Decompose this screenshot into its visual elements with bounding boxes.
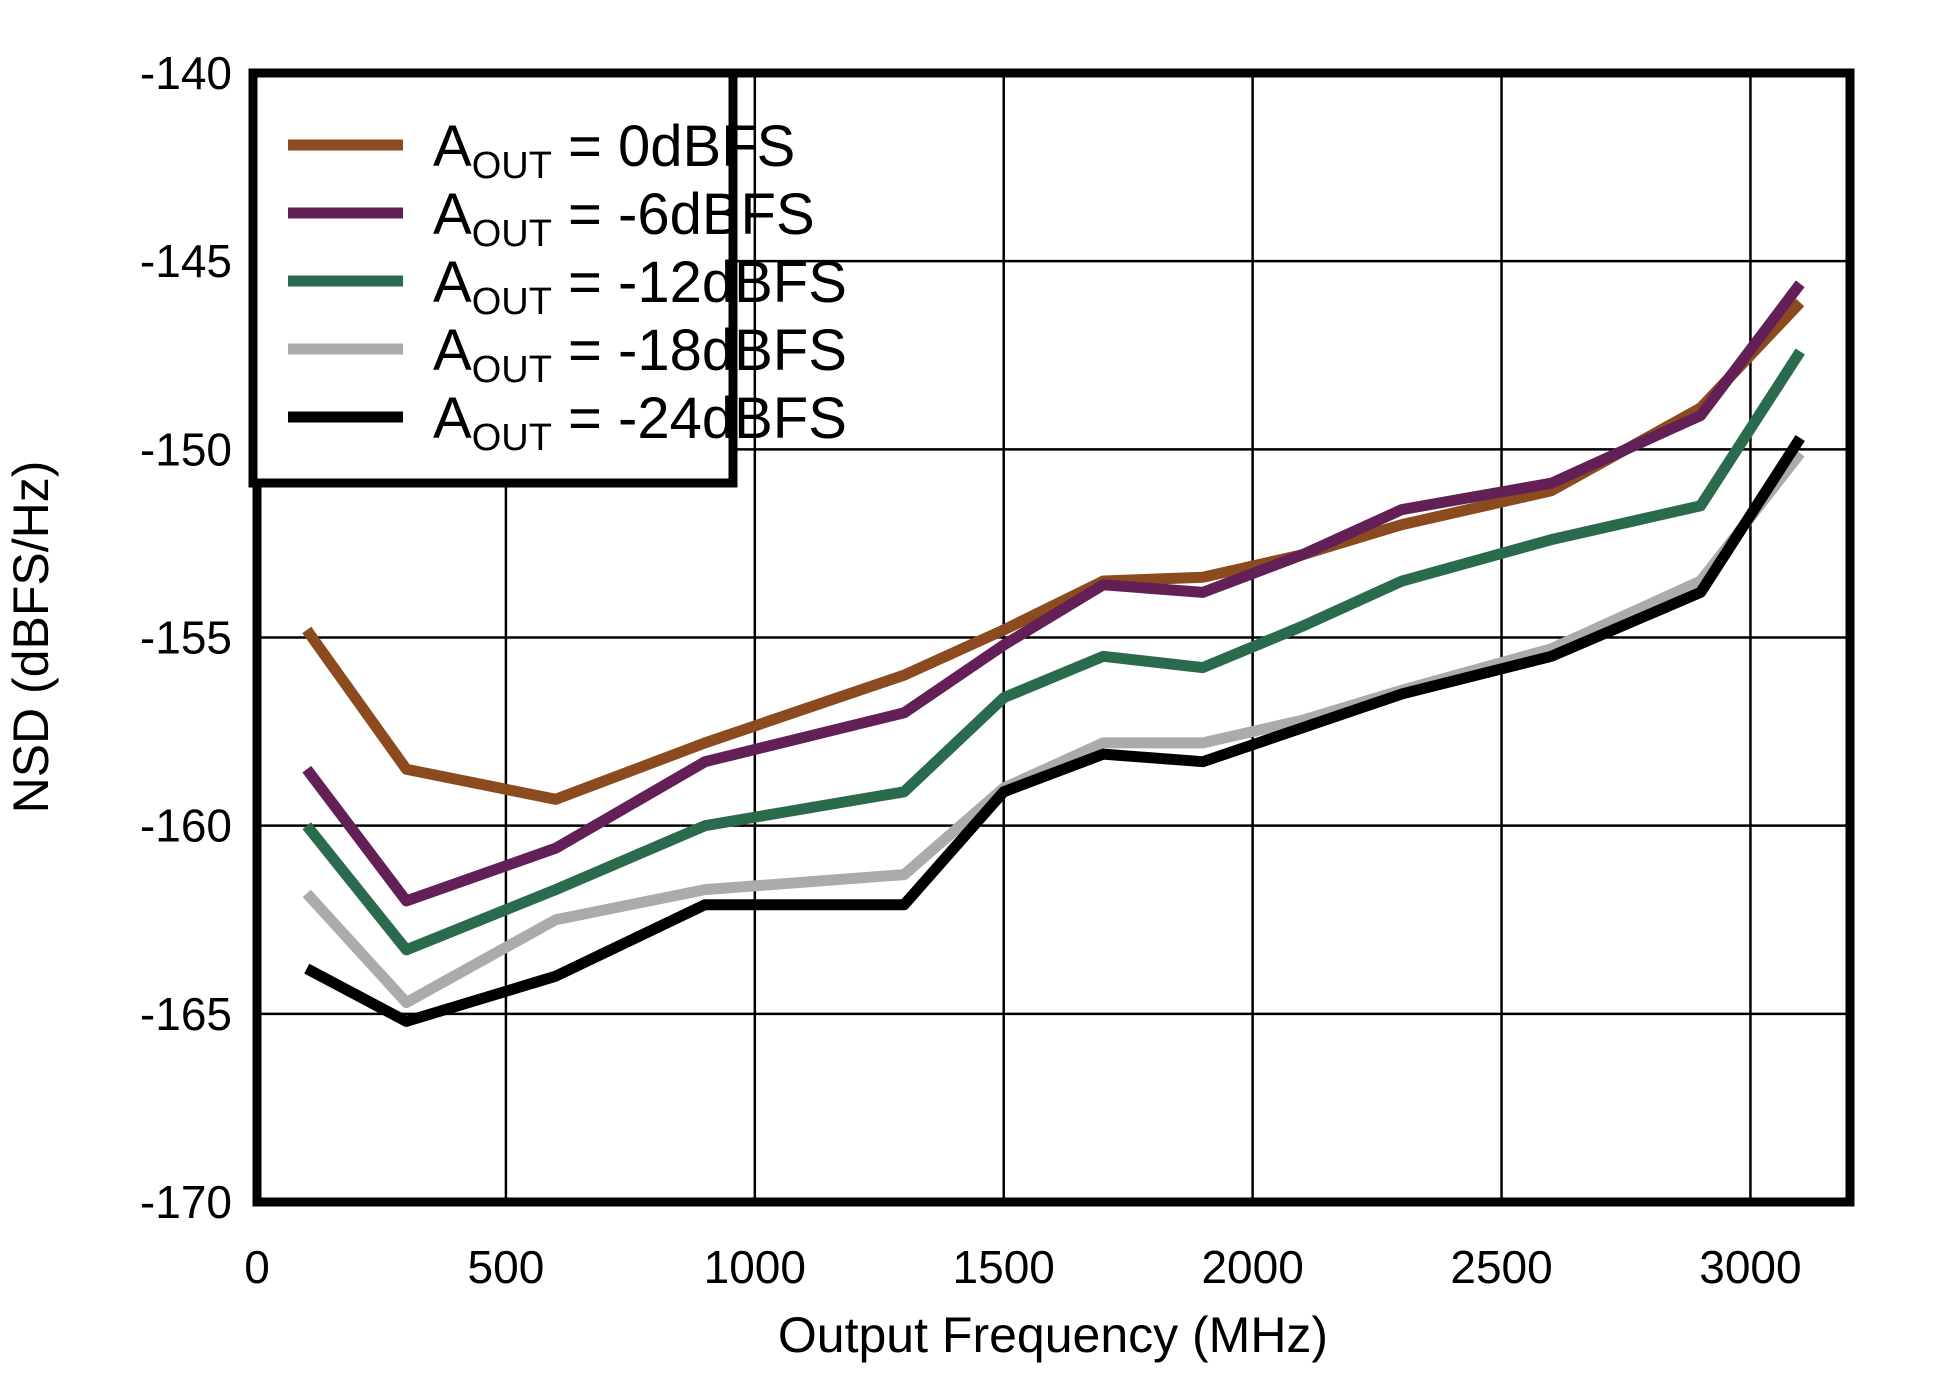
legend-label: AOUT = -12dBFS (433, 250, 847, 323)
x-tick-label: 1500 (953, 1241, 1055, 1293)
x-tick-label: 3000 (1699, 1241, 1801, 1293)
y-tick-label: -145 (140, 235, 232, 287)
data-series (302, 280, 1805, 1027)
y-axis-title: NSD (dBFS/Hz) (3, 461, 59, 814)
series-line-2 (302, 280, 1805, 907)
legend-item: AOUT = -6dBFS (288, 182, 815, 255)
legend-item: AOUT = 0dBFS (288, 114, 795, 187)
x-tick-label: 1000 (704, 1241, 806, 1293)
legend-item: AOUT = -12dBFS (288, 250, 847, 323)
x-tick-label: 500 (468, 1241, 545, 1293)
x-tick-label: 0 (244, 1241, 270, 1293)
series-line-3 (302, 348, 1805, 956)
legend-label: AOUT = -6dBFS (433, 182, 815, 255)
legend-label: AOUT = -18dBFS (433, 318, 847, 391)
y-tick-label: -160 (140, 800, 232, 852)
x-tick-label: 2500 (1450, 1241, 1552, 1293)
legend-label: AOUT = -24dBFS (433, 386, 847, 459)
x-tick-label: 2000 (1201, 1241, 1303, 1293)
y-tick-label: -150 (140, 423, 232, 475)
series-line-4 (302, 449, 1805, 1009)
legend-label: AOUT = 0dBFS (433, 114, 795, 187)
y-tick-label: -165 (140, 988, 232, 1040)
x-axis-tick-labels: 0 500 1000 1500 2000 2500 3000 (244, 1241, 1801, 1293)
y-tick-label: -170 (140, 1176, 232, 1228)
legend-item: AOUT = -18dBFS (288, 318, 847, 391)
plot-frame (252, 68, 1855, 1207)
series-line-5 (304, 435, 1805, 1027)
y-tick-label: -155 (140, 612, 232, 664)
x-axis-title: Output Frequency (MHz) (778, 1307, 1328, 1363)
y-tick-label: -140 (140, 47, 232, 99)
y-axis-tick-labels: -140 -145 -150 -155 -160 -165 -170 (140, 47, 232, 1228)
legend-item: AOUT = -24dBFS (288, 386, 847, 459)
